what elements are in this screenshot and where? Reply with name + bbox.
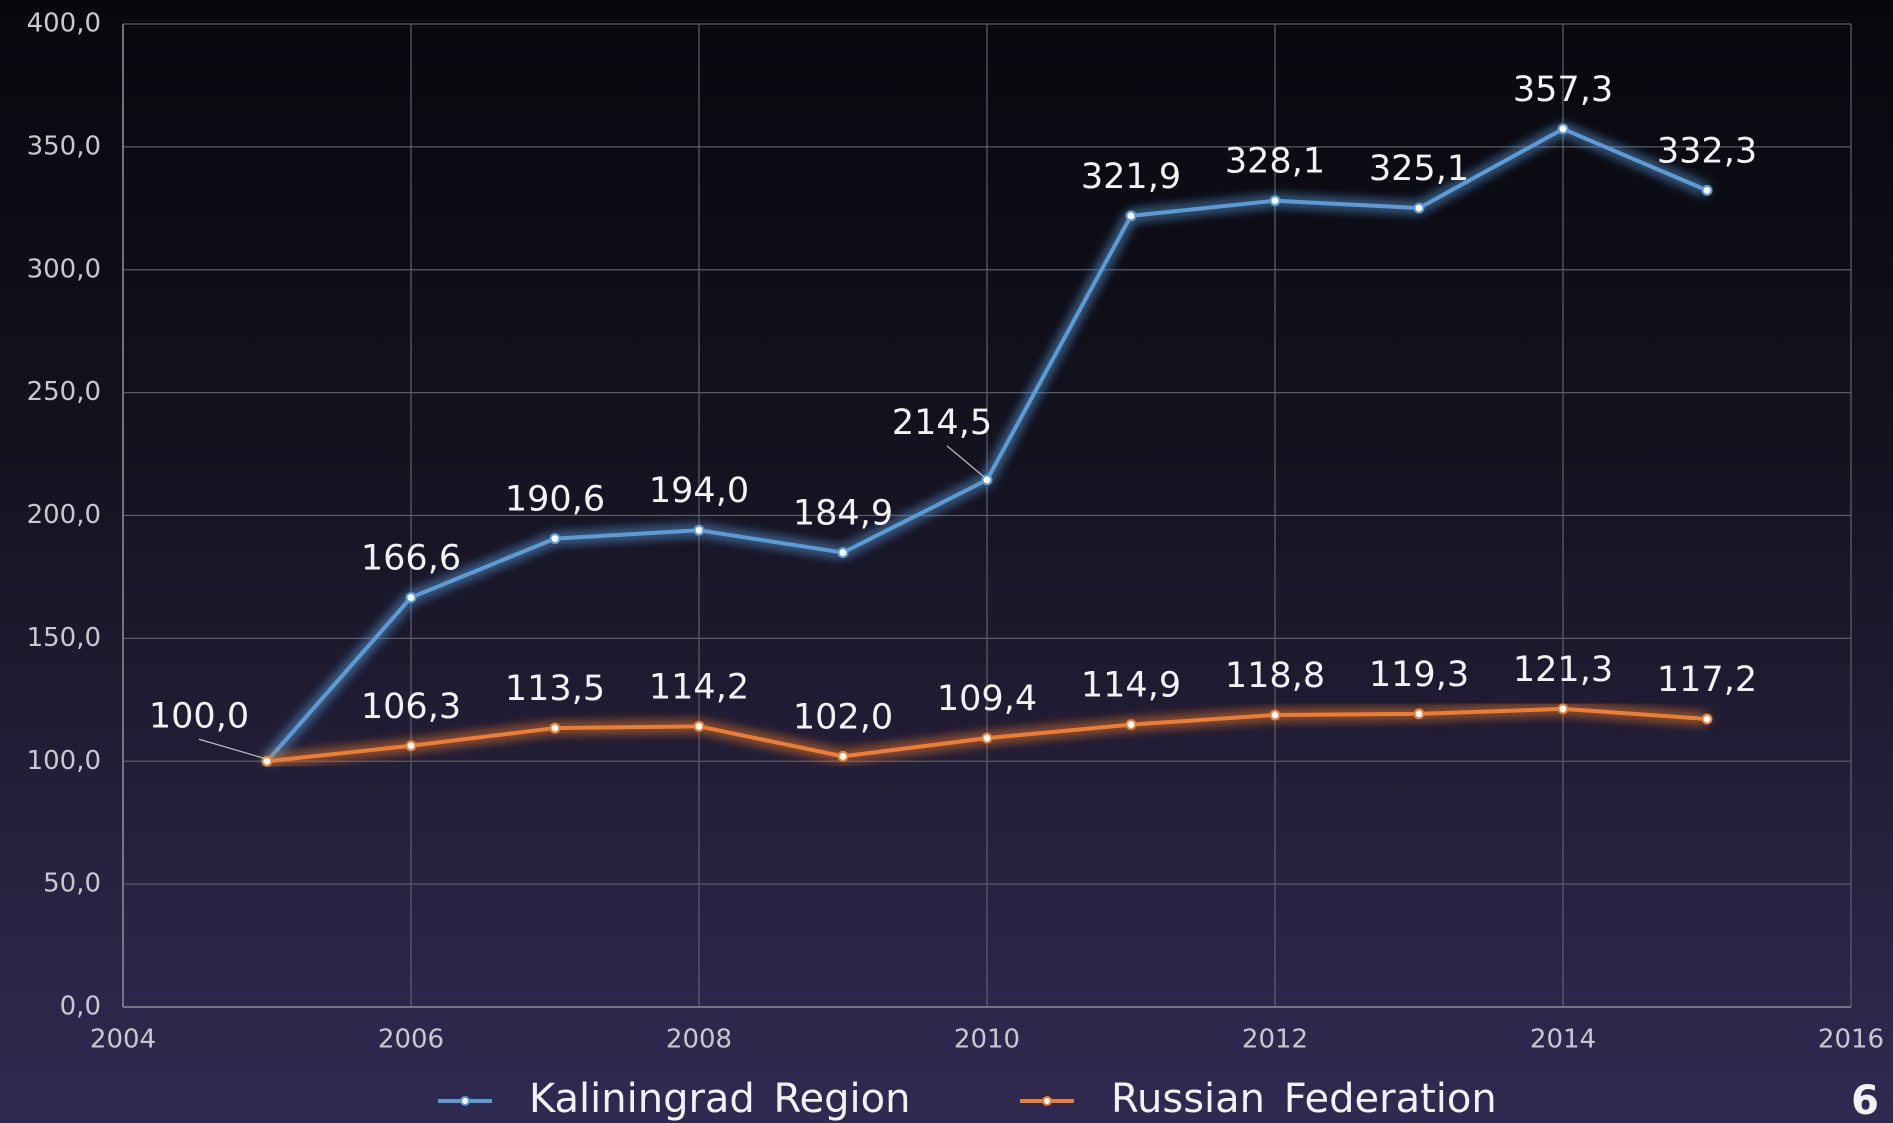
data-label: 328,1 xyxy=(1225,142,1325,182)
point xyxy=(837,547,849,559)
point xyxy=(981,732,993,744)
legend-swatch xyxy=(460,1096,470,1106)
y-tick-label: 150,0 xyxy=(27,623,101,653)
data-label: 119,3 xyxy=(1369,655,1469,695)
data-label: 194,0 xyxy=(649,471,749,511)
data-label: 332,3 xyxy=(1657,131,1757,171)
x-tick-label: 2014 xyxy=(1530,1025,1596,1055)
data-label: 190,6 xyxy=(505,480,605,520)
point xyxy=(261,755,273,767)
data-label: 118,8 xyxy=(1225,656,1325,696)
x-tick-label: 2012 xyxy=(1242,1025,1308,1055)
y-tick-label: 200,0 xyxy=(27,500,101,530)
point xyxy=(1557,123,1569,135)
data-label: 184,9 xyxy=(793,494,893,534)
x-tick-label: 2016 xyxy=(1818,1025,1884,1055)
point xyxy=(693,720,705,732)
x-tick-label: 2010 xyxy=(954,1025,1020,1055)
y-tick-label: 100,0 xyxy=(27,746,101,776)
y-tick-label: 250,0 xyxy=(27,377,101,407)
leader-line xyxy=(198,738,265,759)
point xyxy=(1269,195,1281,207)
data-label: 113,5 xyxy=(505,669,605,709)
point xyxy=(1125,719,1137,731)
x-tick-label: 2006 xyxy=(378,1025,444,1055)
point xyxy=(693,524,705,536)
data-label: 121,3 xyxy=(1513,650,1613,690)
legend-label: Russian Federation xyxy=(1111,1076,1497,1122)
data-label: 102,0 xyxy=(793,697,893,737)
data-label: 325,1 xyxy=(1369,149,1469,189)
point xyxy=(1413,202,1425,214)
point xyxy=(1125,210,1137,222)
x-tick-label: 2004 xyxy=(90,1025,156,1055)
point xyxy=(405,740,417,752)
data-label: 114,9 xyxy=(1081,666,1181,706)
point xyxy=(1701,184,1713,196)
data-label: 106,3 xyxy=(361,687,461,727)
data-label: 166,6 xyxy=(361,539,461,579)
data-label: 100,0 xyxy=(149,696,249,736)
y-tick-label: 50,0 xyxy=(43,869,101,899)
point xyxy=(405,592,417,604)
data-label: 357,3 xyxy=(1513,70,1613,110)
data-label: 321,9 xyxy=(1081,157,1181,197)
point xyxy=(837,750,849,762)
point xyxy=(549,533,561,545)
legend-swatch xyxy=(1042,1096,1052,1106)
point xyxy=(549,722,561,734)
point xyxy=(1701,713,1713,725)
point xyxy=(1557,703,1569,715)
point xyxy=(1413,708,1425,720)
data-label: 109,4 xyxy=(937,679,1037,719)
point xyxy=(1269,709,1281,721)
y-tick-label: 0,0 xyxy=(60,992,101,1022)
data-label: 114,2 xyxy=(649,667,749,707)
y-tick-label: 350,0 xyxy=(27,131,101,161)
data-label: 214,5 xyxy=(892,403,992,443)
point xyxy=(981,474,993,486)
y-tick-label: 300,0 xyxy=(27,254,101,284)
legend-label: Kaliningrad Region xyxy=(529,1076,910,1122)
leader-line xyxy=(946,445,985,478)
x-tick-label: 2008 xyxy=(666,1025,732,1055)
page-number: 6 xyxy=(1851,1078,1879,1123)
y-tick-label: 400,0 xyxy=(27,9,101,39)
data-label: 117,2 xyxy=(1657,660,1757,700)
